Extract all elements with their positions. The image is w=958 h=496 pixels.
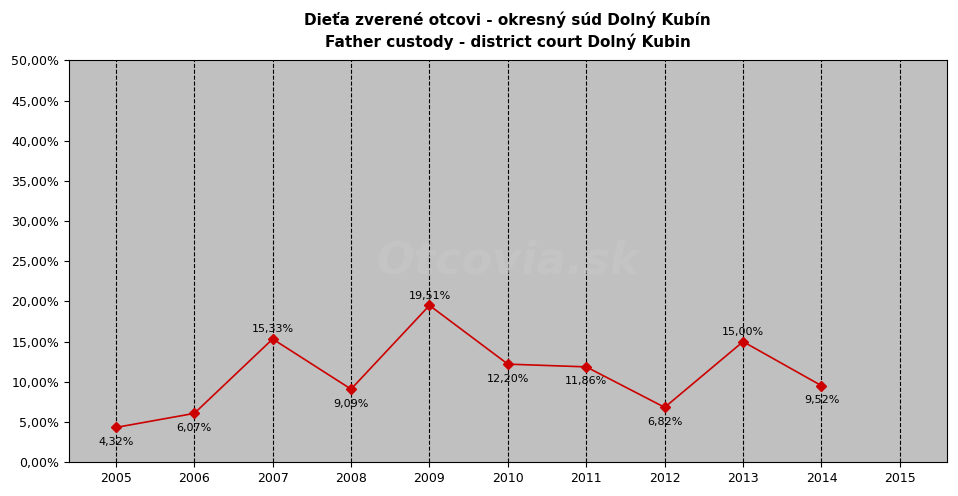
Text: 6,82%: 6,82% [647, 417, 682, 427]
Text: 15,33%: 15,33% [252, 324, 294, 334]
Text: 12,20%: 12,20% [487, 373, 529, 383]
Text: 4,32%: 4,32% [98, 437, 133, 447]
Text: 15,00%: 15,00% [722, 327, 764, 337]
Text: Otcovia.sk: Otcovia.sk [376, 240, 640, 283]
Title: Dieťa zverené otcovi - okresný súd Dolný Kubín
Father custody - district court D: Dieťa zverené otcovi - okresný súd Dolný… [305, 11, 711, 50]
Text: 11,86%: 11,86% [565, 376, 607, 386]
Text: 6,07%: 6,07% [176, 423, 212, 433]
Text: 19,51%: 19,51% [408, 291, 450, 301]
Text: 9,52%: 9,52% [804, 395, 839, 405]
Text: 9,09%: 9,09% [333, 399, 369, 409]
